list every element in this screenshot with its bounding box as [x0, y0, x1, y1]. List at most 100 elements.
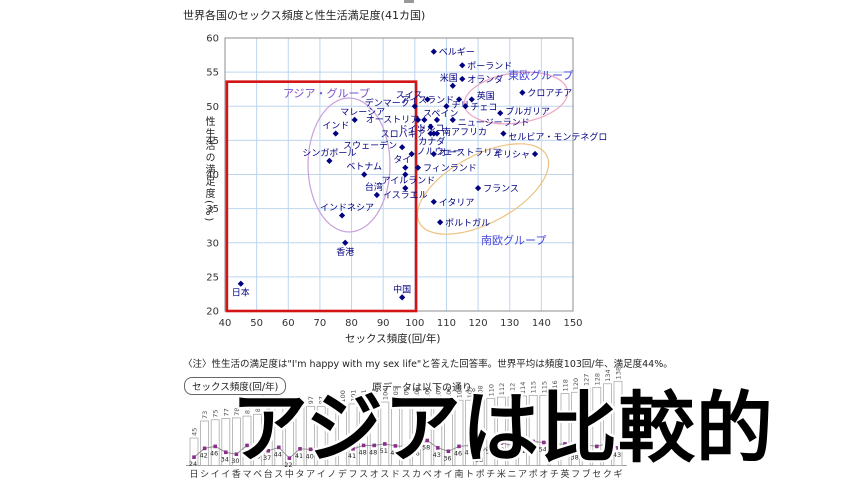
mini-line-value-label: 50 — [549, 447, 557, 455]
mini-country-initial: ス — [359, 470, 368, 480]
mini-country-initial: オ — [370, 469, 379, 480]
mini-bar-value-label: 97 — [307, 396, 315, 404]
mini-line-value-label: 48 — [464, 448, 472, 456]
mini-bar — [189, 437, 199, 466]
data-point — [497, 109, 504, 117]
x-tick-label: 80 — [345, 318, 358, 329]
mini-bar — [443, 400, 453, 466]
mini-line-value-label: 49 — [581, 448, 589, 456]
y-tick-label: 45 — [206, 136, 219, 147]
mini-bar-value-label: 103 — [371, 388, 379, 400]
data-point-label: マレーシア — [340, 108, 385, 118]
mini-bar — [306, 405, 316, 466]
mini-line-value-label: 46 — [411, 449, 419, 457]
mini-bar-value-label: 107 — [466, 386, 474, 398]
mini-country-initial: ノ — [327, 470, 336, 480]
mini-bar — [359, 403, 369, 466]
mini-bar — [496, 396, 506, 466]
mini-bar — [613, 380, 623, 466]
mini-bar — [231, 417, 241, 466]
mini-line-value-label: 51 — [560, 447, 568, 455]
data-point — [430, 198, 437, 205]
mini-bar-value-label: 75 — [212, 409, 220, 417]
mini-bar-value-label: 134 — [604, 369, 612, 381]
frequency-callout-box: セックス頻度(回/年) — [184, 377, 287, 395]
mini-bar-value-label: 112 — [498, 383, 506, 395]
mini-bar-value-label: 138 — [615, 367, 623, 379]
y-tick-label: 60 — [206, 34, 219, 45]
mini-line-value-label: 58 — [422, 444, 430, 452]
mini-line-marker — [595, 444, 599, 449]
mini-bar — [348, 403, 358, 466]
mini-line-marker — [531, 439, 535, 444]
data-point-label: クロアチア — [527, 88, 572, 99]
mini-country-initial: ド — [391, 470, 400, 480]
mini-line-value-label: 43 — [327, 451, 335, 459]
callout-tail — [261, 395, 297, 410]
mini-bar — [210, 419, 220, 466]
mini-bar — [422, 400, 432, 466]
mini-line-marker — [298, 447, 302, 451]
mini-line-marker — [202, 446, 207, 451]
mini-line-marker — [192, 455, 196, 459]
mini-line-value-label: 36 — [443, 454, 451, 462]
mini-country-initial: 日 — [189, 469, 198, 480]
chart-title: 世界各国のセックス頻度と性生活満足度(41カ国) — [183, 9, 426, 22]
data-point-label: スイス — [396, 91, 423, 101]
mini-bar-value-label: 106 — [424, 386, 432, 398]
group-label: 東欧グループ — [508, 68, 573, 82]
data-point — [474, 185, 482, 192]
mini-line-value-label: 38 — [570, 453, 578, 461]
mini-line-value-label: 56 — [528, 444, 536, 452]
mini-line-value-label: 48 — [369, 448, 377, 456]
mini-bar-value-label: 84 — [254, 404, 262, 412]
mini-bar — [274, 406, 284, 466]
group-ellipse — [307, 97, 391, 233]
mini-bar — [380, 401, 390, 466]
mini-line-marker — [287, 456, 292, 460]
data-point-label: ニュージーランド — [458, 117, 530, 128]
data-point-label: 香港 — [336, 246, 354, 258]
footnote-text: 〈注〉性生活の満足度は"I'm happy with my sex life"と… — [183, 359, 673, 370]
mini-line-marker — [277, 445, 281, 450]
mini-line-marker — [393, 444, 398, 448]
mini-line-value-label: 40 — [305, 452, 313, 460]
data-point-label: ベトナム — [346, 162, 382, 173]
mini-bar-value-label: 77 — [222, 408, 230, 416]
mini-line-marker — [467, 443, 472, 448]
data-point-label: オーストリア — [366, 114, 420, 125]
mini-line-value-label: 38 — [316, 453, 324, 461]
mini-line-value-label: 30 — [231, 457, 239, 465]
mini-bar — [581, 387, 591, 466]
mini-bar — [390, 401, 400, 466]
data-point-label: インド — [322, 122, 349, 132]
y-tick-label: 30 — [206, 238, 219, 249]
data-point-label: オーストラリア — [439, 148, 502, 159]
mini-country-initial: オ — [539, 469, 548, 480]
mini-line-value-label: 47 — [390, 449, 398, 457]
mini-line-value-label: 41 — [295, 452, 303, 460]
mini-bar — [550, 394, 559, 466]
mini-country-initial: ポ — [476, 469, 485, 480]
mini-line-value-label: 46 — [210, 449, 218, 457]
mini-bar — [454, 399, 464, 466]
data-point-label: ノルウェー — [417, 147, 462, 158]
data-point — [519, 89, 526, 96]
mini-line-marker — [542, 440, 546, 445]
data-point — [399, 144, 406, 151]
data-point — [531, 150, 539, 158]
data-point — [373, 191, 380, 199]
mini-bar-value-label: 115 — [540, 381, 548, 393]
mini-bar — [603, 383, 612, 466]
x-tick-label: 70 — [314, 318, 327, 329]
mini-bar — [337, 404, 347, 466]
mini-bar — [486, 397, 496, 466]
mini-line-marker — [520, 442, 525, 446]
mini-bar-value-label: 115 — [530, 381, 538, 393]
data-point-label: シンガポール — [302, 148, 356, 159]
mini-country-initial: フ — [348, 470, 357, 480]
mini-bar-value-label: 116 — [551, 380, 559, 392]
mini-line-value-label: 43 — [613, 451, 621, 459]
mini-line-value-label: 46 — [454, 449, 462, 457]
